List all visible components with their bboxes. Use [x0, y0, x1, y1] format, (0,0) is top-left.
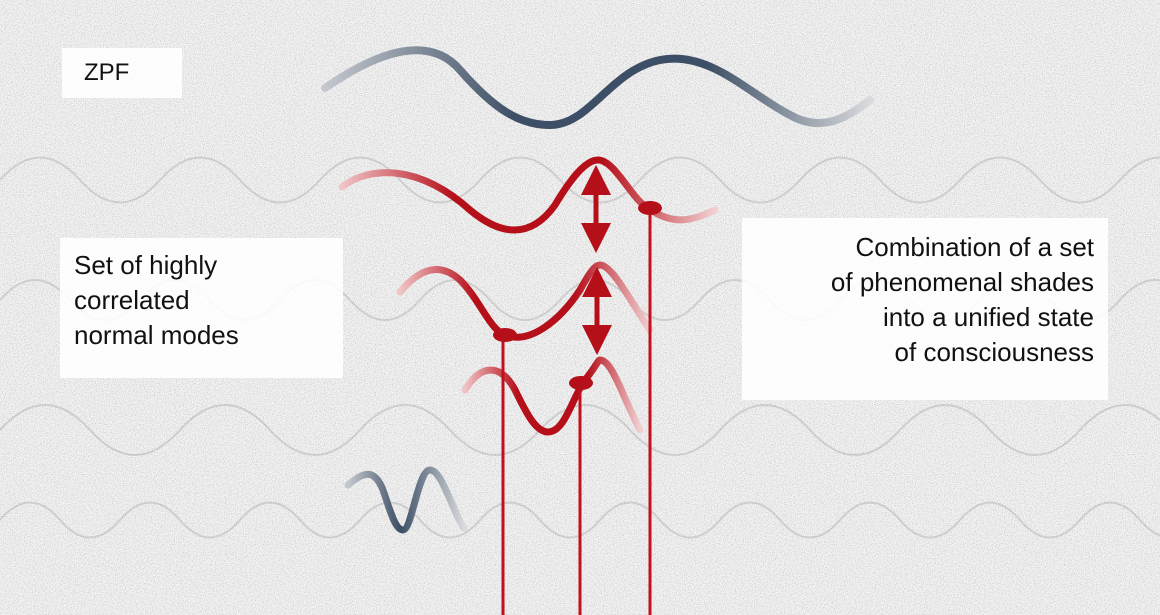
small-zpf-wave [344, 466, 468, 534]
combination-label: Combination of a set of phenomenal shade… [742, 218, 1108, 400]
correlated-modes-label: Set of highly correlated normal modes [60, 238, 343, 378]
zpf-wave [321, 46, 874, 130]
sample-point-mode-1 [638, 201, 662, 215]
sample-point-mode-3 [569, 376, 593, 390]
mode-wave-3 [461, 356, 644, 436]
zpf-label: ZPF [62, 48, 182, 98]
sample-point-mode-2 [493, 328, 517, 342]
